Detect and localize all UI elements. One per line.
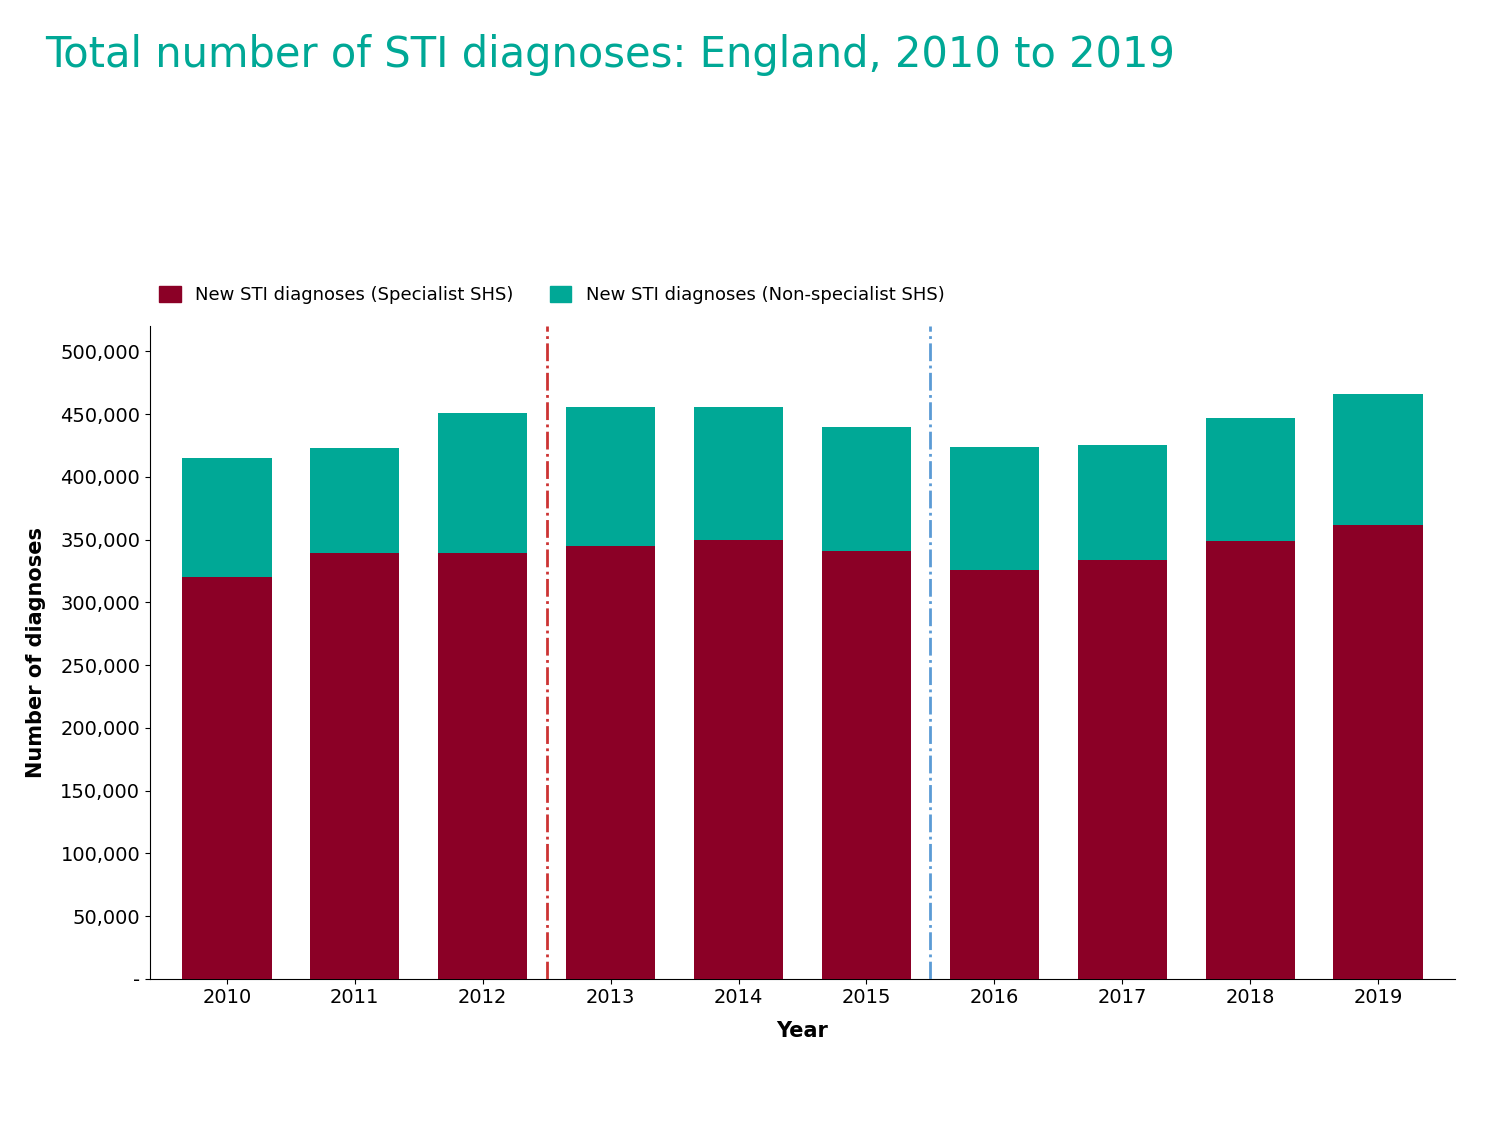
Bar (438, 554, 528, 979)
Bar (310, 448, 399, 554)
Bar (310, 554, 399, 979)
Bar (182, 458, 272, 577)
Bar (1077, 446, 1167, 559)
Legend: New STI diagnoses (Specialist SHS), New STI diagnoses (Non-specialist SHS): New STI diagnoses (Specialist SHS), New … (159, 286, 945, 304)
Bar (693, 540, 783, 979)
Bar (822, 551, 912, 979)
Bar (693, 406, 783, 540)
Bar (1334, 394, 1424, 524)
Y-axis label: Number of diagnoses: Number of diagnoses (27, 526, 46, 778)
Text: Total number of STI diagnoses: England, 2010 to 2019: Total number of STI diagnoses: England, … (45, 34, 1174, 75)
Text: Public Health England: 2019 STI Slide Set (version 1.0, published 2 September 20: Public Health England: 2019 STI Slide Se… (105, 1073, 871, 1091)
Bar (950, 569, 1040, 979)
X-axis label: Year: Year (777, 1022, 828, 1042)
Bar (822, 426, 912, 551)
Bar (1077, 559, 1167, 979)
Text: 10: 10 (45, 1073, 76, 1092)
Bar (438, 413, 528, 554)
Bar (1206, 417, 1294, 541)
Bar (950, 447, 1040, 569)
Bar (566, 406, 656, 546)
Bar (182, 577, 272, 979)
Bar (1334, 524, 1424, 979)
Bar (566, 546, 656, 979)
Bar (1206, 541, 1294, 979)
